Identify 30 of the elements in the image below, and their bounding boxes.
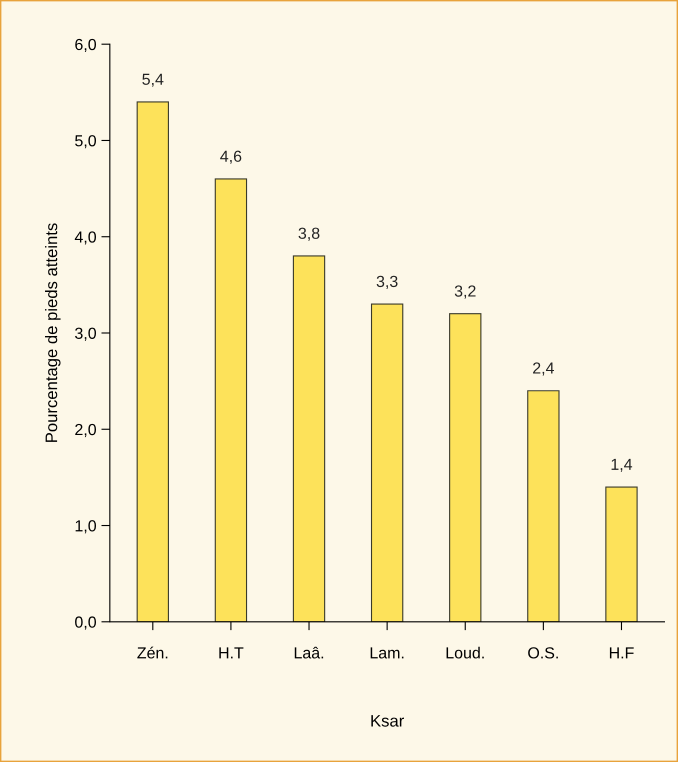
bar: [136, 101, 169, 622]
x-tick-label: H.F: [610, 647, 634, 658]
y-tick-label: 6,0: [75, 38, 96, 52]
y-tick-label: 3,0: [75, 328, 96, 341]
y-axis-title: Pourcentage de pieds atteints: [45, 223, 61, 442]
bar: [214, 178, 248, 622]
y-tick-label: 5,0: [75, 135, 96, 148]
data-label: 5,4: [142, 74, 164, 87]
x-tick-label: Loud.: [446, 646, 484, 659]
x-tick-label: H.T: [219, 647, 244, 658]
data-label: 4,6: [220, 150, 242, 164]
data-label: 3,8: [298, 228, 320, 241]
data-label: 2,4: [533, 362, 554, 376]
bar: [449, 313, 482, 622]
y-tick-label: 0,0: [75, 616, 96, 630]
y-tick-label: 2,0: [75, 424, 96, 438]
bar: [370, 304, 404, 622]
x-tick-label: O.S.: [528, 647, 558, 659]
x-axis-title: Ksar: [371, 715, 404, 727]
bar: [292, 255, 326, 622]
data-label: 3,3: [376, 276, 398, 289]
bar: [527, 390, 560, 622]
x-tick-label: Zén.: [137, 646, 168, 659]
data-label: 3,2: [454, 285, 476, 299]
x-tick-label: Lam.: [370, 647, 404, 659]
y-tick-label: 4,0: [74, 231, 96, 245]
bar: [605, 486, 638, 622]
x-tick-label: Laâ.: [294, 646, 324, 659]
data-label: 1,4: [612, 458, 632, 472]
y-tick-label: 1,0: [76, 520, 96, 534]
